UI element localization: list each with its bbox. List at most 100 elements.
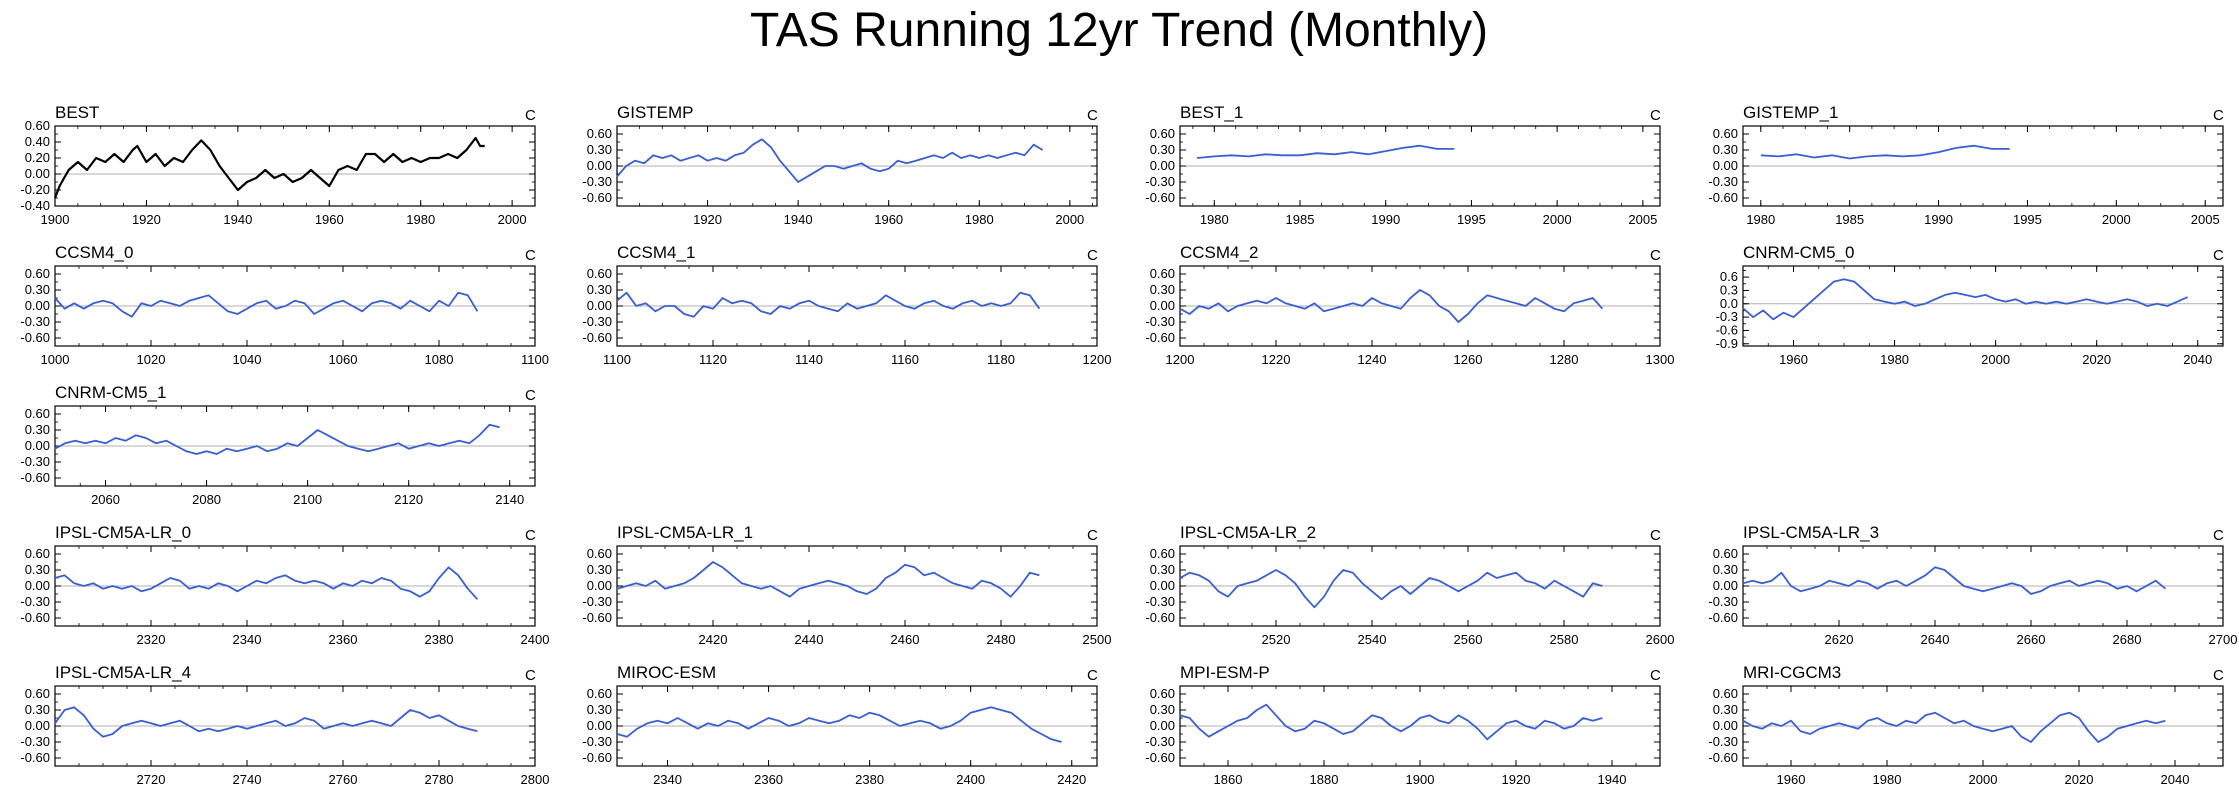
- x-tick-label: 2020: [2082, 352, 2111, 367]
- y-tick-label: 0.60: [25, 406, 50, 421]
- y-tick-label: 0.20: [25, 150, 50, 165]
- y-tick-label: 0.3: [1720, 282, 1738, 297]
- x-tick-label: 1940: [784, 212, 813, 227]
- x-tick-label: 2000: [498, 212, 527, 227]
- x-tick-label: 1880: [1310, 772, 1339, 787]
- y-tick-label: 0.60: [587, 546, 612, 561]
- y-tick-label: 0.30: [1150, 282, 1175, 297]
- x-tick-label: 2700: [2209, 632, 2238, 647]
- y-tick-label: -0.60: [1708, 750, 1738, 765]
- x-tick-label: 2480: [987, 632, 1016, 647]
- panel-title: IPSL-CM5A-LR_4: [55, 663, 191, 682]
- x-tick-label: 2420: [1057, 772, 1086, 787]
- y-tick-label: -0.30: [1708, 594, 1738, 609]
- series-line: [54, 423, 500, 455]
- y-tick-label: 0.30: [587, 702, 612, 717]
- x-tick-label: 2120: [394, 492, 423, 507]
- panel-mpi-esm-p: MPI-ESM-P C 0.600.300.00-0.30-0.60 1860 1880…: [1145, 663, 1661, 787]
- panel-units: C: [2213, 247, 2224, 264]
- x-tick-label: 2640: [1921, 632, 1950, 647]
- panel-ipsl-cm5a-lr-0: IPSL-CM5A-LR_0 C 0.600.300.00-0.30-0.60 232…: [20, 523, 549, 647]
- panel-cnrm-cm5-1: CNRM-CM5_1 C 0.600.300.00-0.30-0.60 2060 208…: [20, 383, 536, 507]
- x-tick-label: 1080: [425, 352, 454, 367]
- series-line: [1760, 144, 2010, 160]
- y-tick-label: 0.30: [1150, 702, 1175, 717]
- y-tick-label: 0.00: [1150, 578, 1175, 593]
- y-tick-label: 0.00: [25, 578, 50, 593]
- y-tick-label: -0.60: [1145, 330, 1175, 345]
- panel-units: C: [1650, 667, 1661, 684]
- x-tick-label: 1220: [1262, 352, 1291, 367]
- y-tick-label: 0.00: [1150, 158, 1175, 173]
- y-tick-label: -0.30: [20, 734, 50, 749]
- panel-units: C: [525, 247, 536, 264]
- series-line: [1179, 569, 1603, 609]
- panel-title: IPSL-CM5A-LR_0: [55, 523, 191, 542]
- x-tick-label: 1140: [795, 352, 823, 367]
- x-tick-label: 1100: [521, 352, 549, 367]
- series-line: [54, 706, 478, 738]
- y-tick-label: 0.60: [1150, 126, 1175, 141]
- x-tick-label: 1020: [137, 352, 166, 367]
- x-tick-label: 2080: [192, 492, 221, 507]
- y-tick-label: -0.40: [20, 198, 50, 213]
- y-tick-label: -0.30: [582, 734, 612, 749]
- panel-title: CCSM4_0: [55, 243, 133, 262]
- panel-title: IPSL-CM5A-LR_3: [1743, 523, 1879, 542]
- y-tick-label: -0.9: [1716, 336, 1738, 351]
- x-tick-label: 2760: [329, 772, 358, 787]
- x-tick-label: 2680: [2113, 632, 2142, 647]
- series-line: [1742, 566, 2166, 595]
- x-tick-label: 2440: [795, 632, 824, 647]
- panel-units: C: [1650, 247, 1661, 264]
- y-tick-label: -0.30: [1145, 734, 1175, 749]
- y-tick-label: 0.60: [1713, 546, 1738, 561]
- y-tick-label: 0.30: [587, 142, 612, 157]
- x-tick-label: 2360: [754, 772, 783, 787]
- panel-title: BEST: [55, 103, 99, 122]
- y-tick-label: 0.60: [587, 126, 612, 141]
- series-line: [616, 138, 1044, 183]
- x-tick-label: 2400: [521, 632, 550, 647]
- y-tick-label: -0.60: [1708, 190, 1738, 205]
- panel-units: C: [1087, 247, 1098, 264]
- y-tick-label: -0.60: [1145, 610, 1175, 625]
- y-tick-label: -0.30: [582, 314, 612, 329]
- x-tick-label: 1960: [315, 212, 344, 227]
- x-tick-label: 2740: [233, 772, 262, 787]
- panel-title: CCSM4_2: [1180, 243, 1258, 262]
- x-tick-label: 2620: [1825, 632, 1854, 647]
- series-line: [1179, 289, 1604, 323]
- y-tick-label: 0.00: [587, 578, 612, 593]
- series-line: [54, 566, 479, 600]
- plot-frame: [1742, 265, 2224, 347]
- panel-title: MPI-ESM-P: [1180, 663, 1270, 682]
- x-tick-label: 1180: [987, 352, 1015, 367]
- x-tick-label: 1940: [1598, 772, 1627, 787]
- y-tick-label: 0.00: [25, 298, 50, 313]
- y-tick-label: -0.20: [20, 182, 50, 197]
- panel-title: IPSL-CM5A-LR_2: [1180, 523, 1316, 542]
- x-tick-label: 1960: [1779, 352, 1808, 367]
- panel-mri-cgcm3: MRI-CGCM3 C 0.600.300.00-0.30-0.60 1960 1980…: [1708, 663, 2224, 787]
- x-tick-label: 1995: [1457, 212, 1486, 227]
- panel-title: MRI-CGCM3: [1743, 663, 1841, 682]
- panel-units: C: [2213, 107, 2224, 124]
- x-tick-label: 1990: [1371, 212, 1400, 227]
- y-tick-label: 0.60: [25, 118, 50, 133]
- y-tick-label: 0.60: [587, 266, 612, 281]
- y-tick-label: 0.30: [1150, 142, 1175, 157]
- x-tick-label: 1920: [1502, 772, 1531, 787]
- x-tick-label: 2320: [137, 632, 166, 647]
- y-tick-label: 0.30: [587, 562, 612, 577]
- x-tick-label: 1920: [693, 212, 722, 227]
- panel-units: C: [1650, 107, 1661, 124]
- y-tick-label: -0.30: [1145, 314, 1175, 329]
- x-tick-label: 1980: [965, 212, 994, 227]
- y-tick-label: -0.30: [20, 314, 50, 329]
- y-tick-label: 0.00: [25, 718, 50, 733]
- y-tick-label: 0.60: [25, 546, 50, 561]
- y-tick-label: 0.60: [587, 686, 612, 701]
- y-tick-label: 0.60: [25, 266, 50, 281]
